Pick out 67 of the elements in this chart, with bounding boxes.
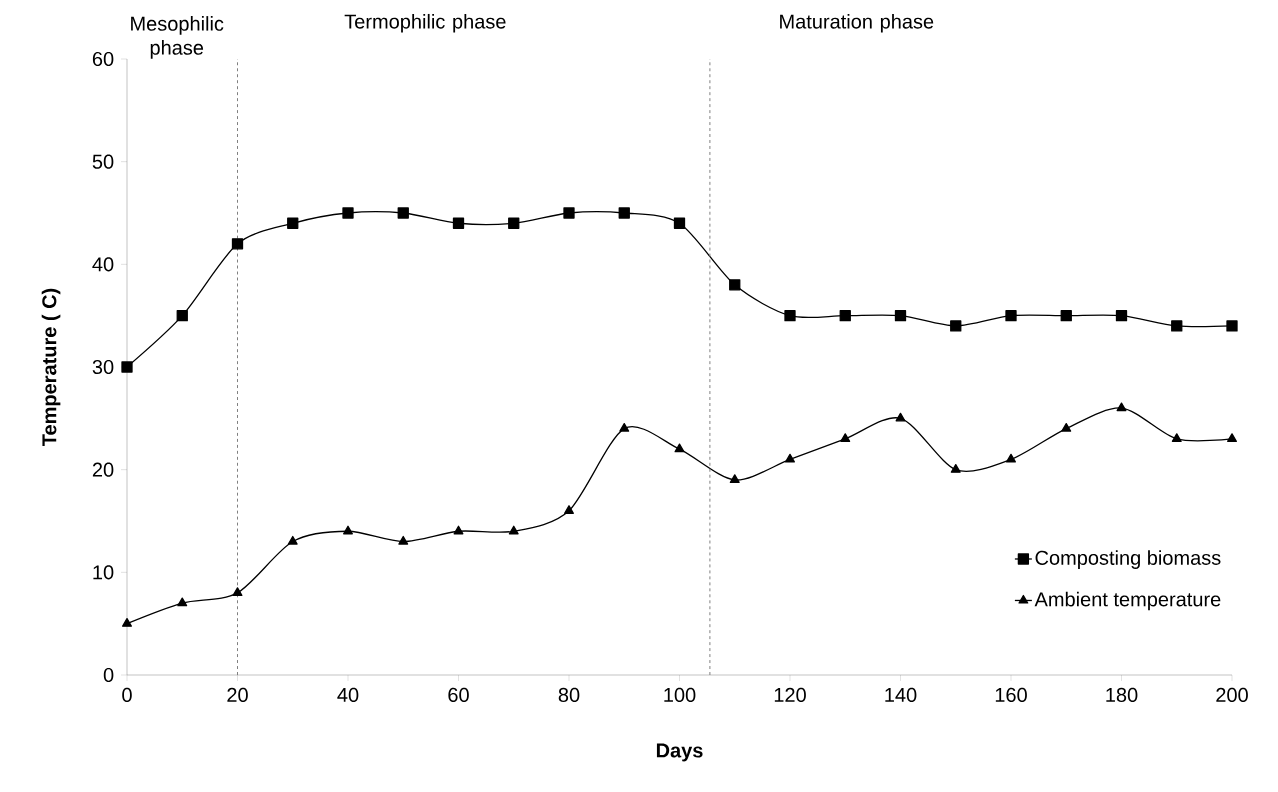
point <box>673 217 686 229</box>
point <box>1115 310 1128 322</box>
y-tick-label: 30 <box>92 359 114 375</box>
point <box>121 361 133 373</box>
point <box>674 443 685 453</box>
point <box>1116 402 1127 412</box>
legend-label: Ambient temperature <box>1034 591 1221 611</box>
y-tick-label: 60 <box>92 51 114 67</box>
point <box>1005 310 1017 322</box>
point <box>784 310 796 322</box>
point <box>176 310 188 322</box>
point <box>839 310 851 322</box>
point <box>122 618 132 627</box>
point <box>950 464 961 473</box>
point <box>287 217 299 229</box>
text: Termophilic phase <box>344 13 506 33</box>
point <box>785 453 795 463</box>
point <box>729 474 740 484</box>
x-axis-title: Days <box>656 743 703 762</box>
point <box>508 217 520 229</box>
x-tick-label: 40 <box>337 687 359 703</box>
point <box>729 279 741 291</box>
point <box>564 505 574 514</box>
x-tick-label: 160 <box>995 687 1027 703</box>
point <box>453 525 464 535</box>
point <box>840 433 851 443</box>
point <box>894 310 907 322</box>
point <box>508 525 519 535</box>
point <box>1171 433 1182 443</box>
point <box>1227 433 1237 443</box>
point <box>343 525 353 535</box>
point <box>397 207 409 219</box>
x-tick-label: 120 <box>774 687 806 703</box>
x-tick-label: 100 <box>664 687 696 703</box>
y-tick-label: 20 <box>92 462 114 477</box>
legend-label: Composting biomass <box>1035 550 1221 569</box>
point <box>895 412 906 422</box>
y-tick-label: 10 <box>93 565 114 580</box>
point <box>1061 422 1072 432</box>
y-tick-label: 0 <box>103 667 114 683</box>
x-tick-label: 20 <box>227 687 248 703</box>
x-tick-label: 0 <box>122 687 132 703</box>
point <box>619 422 630 432</box>
point <box>563 207 575 219</box>
point <box>287 535 298 545</box>
point <box>1171 320 1183 332</box>
y-tick-label: 40 <box>92 257 114 272</box>
y-tick-label: 50 <box>92 154 114 169</box>
point <box>1226 320 1238 332</box>
point <box>232 587 243 597</box>
point <box>618 207 630 219</box>
y-axis-title: Temperature ( C) <box>41 288 61 447</box>
point <box>950 320 962 332</box>
point <box>398 535 409 545</box>
text: Mesophilic phase <box>131 16 224 59</box>
point <box>231 238 244 250</box>
x-tick-label: 80 <box>558 687 580 703</box>
x-tick-label: 60 <box>448 687 469 703</box>
point <box>177 597 188 607</box>
point <box>1060 310 1072 322</box>
point <box>342 207 354 219</box>
x-tick-label: 180 <box>1106 687 1138 703</box>
point <box>1006 453 1016 463</box>
x-tick-label: 200 <box>1216 687 1248 703</box>
x-tick-label: 140 <box>885 687 917 703</box>
point <box>452 217 465 229</box>
text: Maturation phase <box>780 13 934 33</box>
